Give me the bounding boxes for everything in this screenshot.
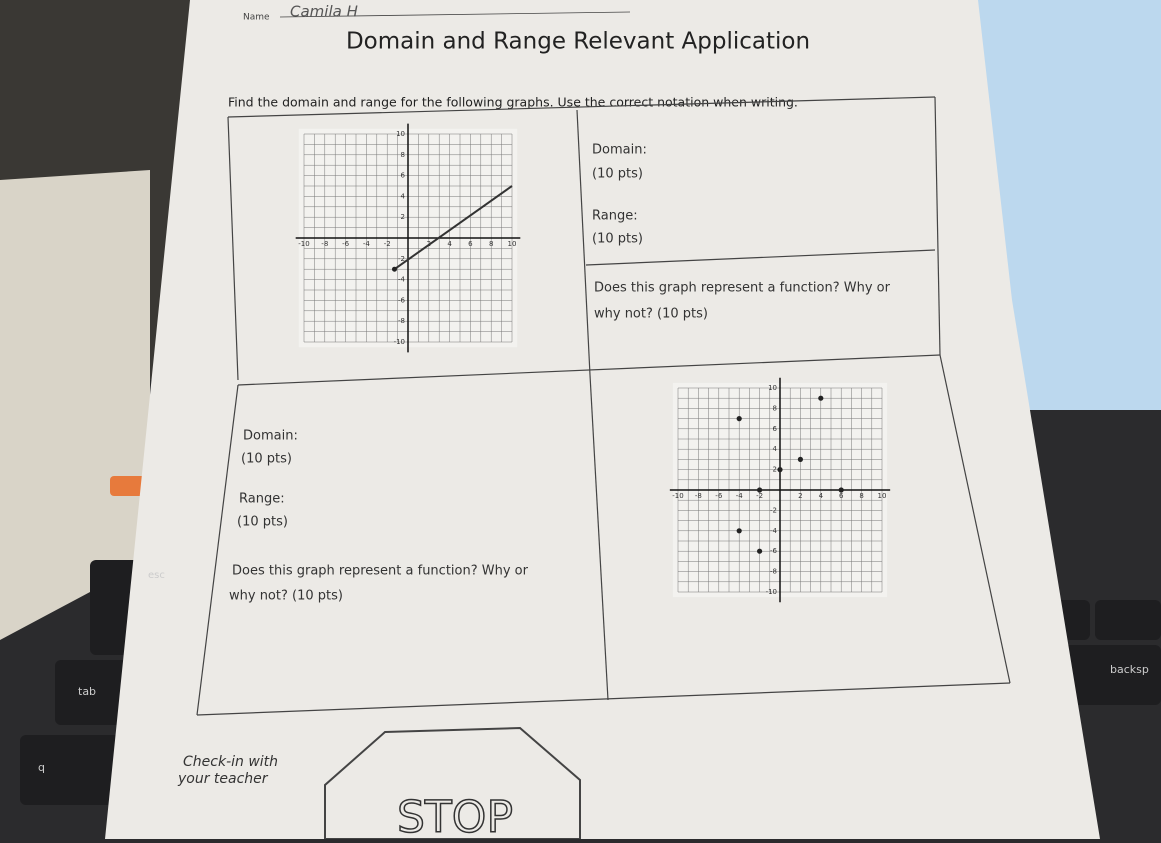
y-tick-label: 4 xyxy=(401,192,406,200)
name-label: Name xyxy=(243,13,270,23)
x-tick-label: -6 xyxy=(715,492,723,500)
x-tick-label: 4 xyxy=(819,492,824,500)
range-label: Range: xyxy=(592,209,638,224)
x-tick-label: -4 xyxy=(736,492,744,500)
x-tick-label: -8 xyxy=(321,240,328,248)
function-question: why not? (10 pts) xyxy=(594,307,708,322)
y-tick-label: -6 xyxy=(398,296,406,304)
y-tick-label: 2 xyxy=(773,466,777,474)
graph-line xyxy=(393,185,513,271)
point xyxy=(391,266,397,272)
function-question: Does this graph represent a function? Wh… xyxy=(594,281,891,296)
point xyxy=(777,467,783,473)
function-question: why not? (10 pts) xyxy=(229,589,343,604)
range-points: (10 pts) xyxy=(237,515,288,530)
stop-text: STOP xyxy=(397,792,513,839)
y-tick-label: 2 xyxy=(401,213,405,221)
table-lines xyxy=(196,96,1011,716)
problem-1-text: Domain: (10 pts) Range: (10 pts) Does th… xyxy=(592,143,891,322)
domain-points: (10 pts) xyxy=(592,167,643,182)
x-tick-label: 8 xyxy=(489,240,493,248)
key xyxy=(20,735,130,805)
y-tick-label: 10 xyxy=(768,384,777,392)
problem-2-text: Domain: (10 pts) Range: (10 pts) Does th… xyxy=(229,429,529,604)
y-tick-label: -10 xyxy=(394,338,405,346)
point xyxy=(757,487,763,493)
key-label: q xyxy=(38,761,45,774)
title: Domain and Range Relevant Application xyxy=(346,29,810,55)
name-value: Camila H xyxy=(290,3,358,21)
x-tick-label: -2 xyxy=(756,492,763,500)
check-in: Check-in with xyxy=(183,754,278,770)
x-tick-label: 6 xyxy=(468,240,473,248)
domain-points: (10 pts) xyxy=(241,452,292,467)
x-tick-label: 2 xyxy=(798,492,802,500)
check-in: your teacher xyxy=(177,771,269,787)
range-label: Range: xyxy=(239,492,285,507)
x-tick-label: -8 xyxy=(695,492,702,500)
x-tick-label: -4 xyxy=(363,240,371,248)
side-paper xyxy=(0,170,150,640)
key-label: tab xyxy=(78,685,96,698)
y-tick-label: -8 xyxy=(398,317,405,325)
x-tick-label: 8 xyxy=(859,492,863,500)
range-points: (10 pts) xyxy=(592,232,643,247)
point xyxy=(736,528,742,534)
y-tick-label: -2 xyxy=(398,255,405,263)
key xyxy=(1095,600,1161,640)
y-tick-label: 8 xyxy=(401,151,405,159)
y-tick-label: 6 xyxy=(773,425,778,433)
instructions: Find the domain and range for the follow… xyxy=(228,95,798,110)
point xyxy=(757,548,763,554)
point xyxy=(797,456,804,462)
y-tick-label: -2 xyxy=(770,506,777,514)
point xyxy=(838,487,844,493)
x-tick-label: -6 xyxy=(342,240,350,248)
key xyxy=(1060,645,1161,705)
y-tick-label: 8 xyxy=(773,404,777,412)
graph-2: -10 -8 -6 -4 -2 2 4 6 8 10 10 8 6 4 2 -2 -4 -6 -8 -10 xyxy=(669,377,891,603)
key-label: backsp xyxy=(1110,663,1149,676)
key-label: esc xyxy=(148,570,165,581)
name-line xyxy=(279,11,631,18)
domain-label: Domain: xyxy=(243,429,298,444)
y-tick-label: -8 xyxy=(770,568,777,576)
y-tick-label: 6 xyxy=(401,172,406,180)
y-tick-label: -10 xyxy=(766,588,777,596)
x-tick-label: 10 xyxy=(878,492,887,500)
x-tick-label: -10 xyxy=(672,492,683,500)
x-tick-label: 4 xyxy=(447,240,452,248)
domain-label: Domain: xyxy=(592,143,647,158)
y-tick-label: -4 xyxy=(770,527,778,535)
y-tick-label: -4 xyxy=(398,276,406,284)
y-tick-label: 10 xyxy=(396,130,405,138)
x-tick-label: 10 xyxy=(508,240,517,248)
x-tick-label: 6 xyxy=(839,492,844,500)
point xyxy=(818,395,824,401)
function-question: Does this graph represent a function? Wh… xyxy=(232,564,529,579)
y-tick-label: -6 xyxy=(770,547,778,555)
point xyxy=(736,416,742,422)
y-tick-label: 4 xyxy=(773,445,778,453)
x-tick-label: -10 xyxy=(298,240,309,248)
x-tick-label: -2 xyxy=(384,240,391,248)
